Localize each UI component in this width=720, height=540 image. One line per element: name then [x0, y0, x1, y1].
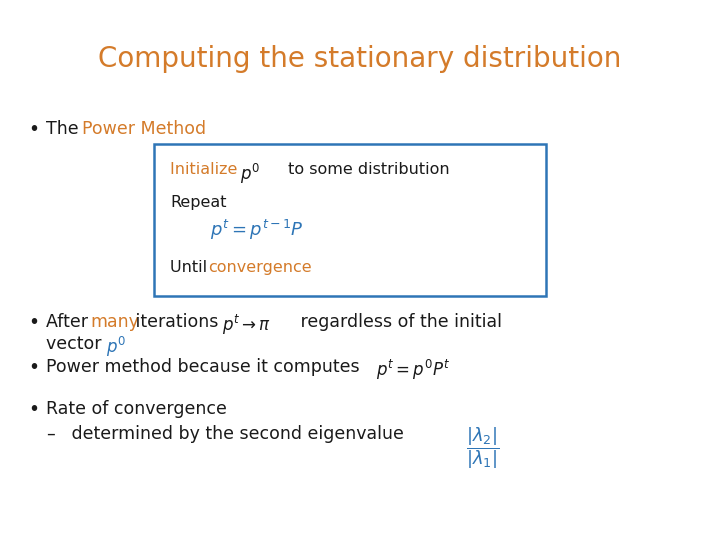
- Text: $p^0$: $p^0$: [106, 335, 126, 359]
- Text: Power Method: Power Method: [82, 120, 206, 138]
- Text: •: •: [28, 313, 39, 332]
- Text: $\dfrac{|\lambda_2|}{|\lambda_1|}$: $\dfrac{|\lambda_2|}{|\lambda_1|}$: [466, 425, 499, 471]
- Text: •: •: [28, 120, 39, 139]
- Text: Initialize: Initialize: [170, 162, 243, 177]
- Text: Repeat: Repeat: [170, 195, 227, 210]
- Text: to some distribution: to some distribution: [283, 162, 449, 177]
- Text: Rate of convergence: Rate of convergence: [46, 400, 227, 418]
- Text: •: •: [28, 400, 39, 419]
- Text: –: –: [46, 425, 55, 443]
- Text: •: •: [28, 358, 39, 377]
- Text: vector: vector: [46, 335, 107, 353]
- Text: $p^0$: $p^0$: [240, 162, 260, 186]
- Text: Power method because it computes: Power method because it computes: [46, 358, 365, 376]
- Text: regardless of the initial: regardless of the initial: [295, 313, 502, 331]
- Text: Until: Until: [170, 260, 212, 275]
- Text: The: The: [46, 120, 84, 138]
- Text: Computing the stationary distribution: Computing the stationary distribution: [99, 45, 621, 73]
- Text: $p^t = p^0 P^t$: $p^t = p^0 P^t$: [376, 358, 450, 382]
- Text: $p^t \rightarrow \pi$: $p^t \rightarrow \pi$: [222, 313, 271, 337]
- Text: iterations: iterations: [130, 313, 224, 331]
- Text: determined by the second eigenvalue: determined by the second eigenvalue: [66, 425, 410, 443]
- Text: convergence: convergence: [208, 260, 312, 275]
- Text: many: many: [90, 313, 139, 331]
- Text: After: After: [46, 313, 94, 331]
- FancyBboxPatch shape: [153, 144, 546, 296]
- Text: $p^t = p^{t-1}P$: $p^t = p^{t-1}P$: [210, 218, 304, 242]
